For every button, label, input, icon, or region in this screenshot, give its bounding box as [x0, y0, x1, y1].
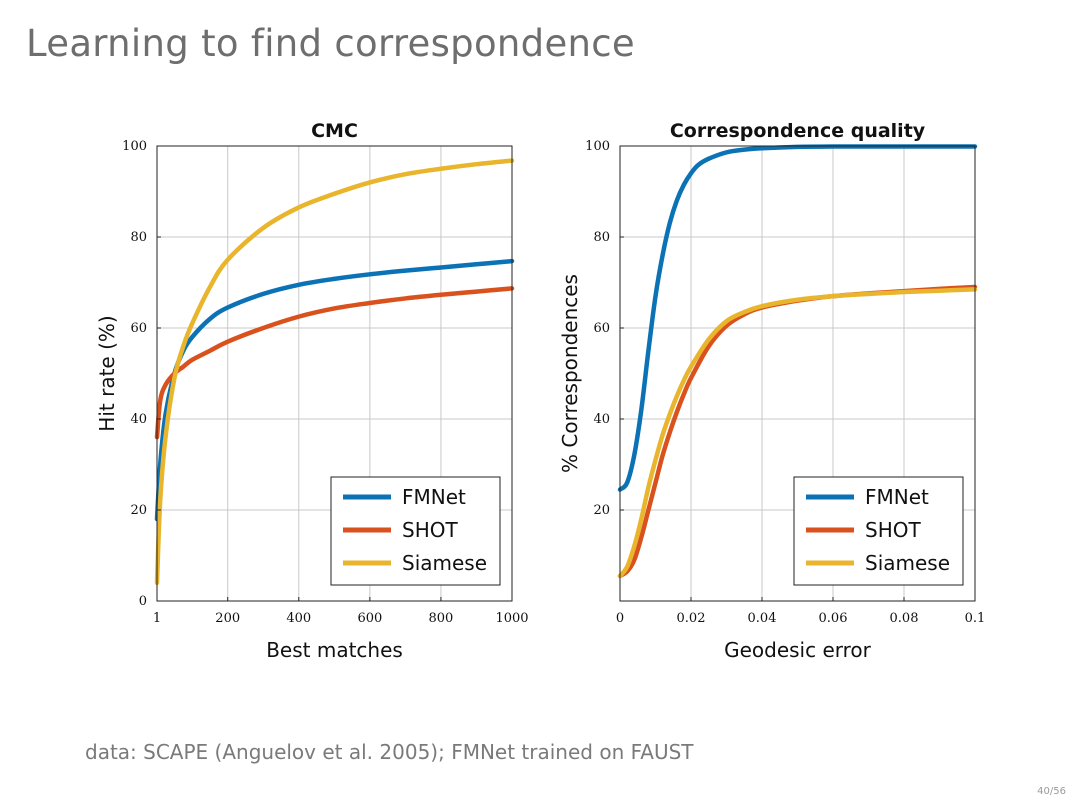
chart-title: Correspondence quality	[670, 120, 926, 142]
y-axis-label: % Correspondences	[558, 274, 582, 473]
x-axis-label: Best matches	[266, 638, 403, 662]
y-tick-label: 20	[593, 503, 610, 518]
y-tick-label: 40	[593, 412, 610, 427]
y-tick-label: 0	[139, 594, 147, 609]
footer-note: data: SCAPE (Anguelov et al. 2005); FMNe…	[85, 740, 694, 764]
plot-frame	[156, 145, 513, 602]
x-tick-label: 0.1	[965, 611, 986, 626]
legend-label-siamese: Siamese	[865, 551, 950, 575]
legend-label-shot: SHOT	[402, 518, 458, 542]
y-tick-label: 100	[122, 139, 147, 154]
y-axis-label: Hit rate (%)	[95, 315, 119, 431]
x-tick-label: 600	[357, 611, 382, 626]
y-tick-label: 60	[593, 321, 610, 336]
series-line-shot	[154, 286, 515, 440]
x-tick-label: 1000	[495, 611, 528, 626]
chart-1: 1 200 400 600 800 1000 0 20 40 60 80 100 CMC Best mat…	[95, 120, 529, 662]
legend: FMNet SHOT Siamese	[793, 476, 964, 586]
x-tick-label: 0.08	[890, 611, 919, 626]
series-line-siamese	[617, 287, 978, 579]
x-tick-label: 0.02	[677, 611, 706, 626]
x-axis-label: Geodesic error	[724, 638, 872, 662]
legend-label-siamese: Siamese	[402, 551, 487, 575]
y-tick-label: 60	[130, 321, 147, 336]
y-tick-label: 100	[585, 139, 610, 154]
plot-frame	[619, 145, 976, 602]
chart-title: CMC	[311, 120, 358, 142]
y-tick-label: 20	[130, 503, 147, 518]
series-line-siamese	[154, 158, 515, 586]
x-tick-label: 0	[616, 611, 624, 626]
y-tick-label: 40	[130, 412, 147, 427]
y-tick-label: 80	[593, 230, 610, 245]
legend-label-fmnet: FMNet	[865, 485, 929, 509]
legend-label-fmnet: FMNet	[402, 485, 466, 509]
x-tick-label: 200	[215, 611, 240, 626]
legend: FMNet SHOT Siamese	[330, 476, 501, 586]
x-tick-label: 800	[429, 611, 454, 626]
chart-2: 0 0.02 0.04 0.06 0.08 0.1 20 40 60 80 100 Correspon…	[558, 120, 985, 662]
slide-title: Learning to find correspondence	[26, 22, 635, 65]
page-number: 40/56	[1037, 786, 1066, 797]
legend-label-shot: SHOT	[865, 518, 921, 542]
x-tick-label: 0.04	[748, 611, 777, 626]
x-tick-label: 0.06	[819, 611, 848, 626]
x-tick-label: 400	[286, 611, 311, 626]
y-tick-label: 80	[130, 230, 147, 245]
series-line-fmnet	[617, 144, 978, 492]
x-tick-label: 1	[153, 611, 161, 626]
